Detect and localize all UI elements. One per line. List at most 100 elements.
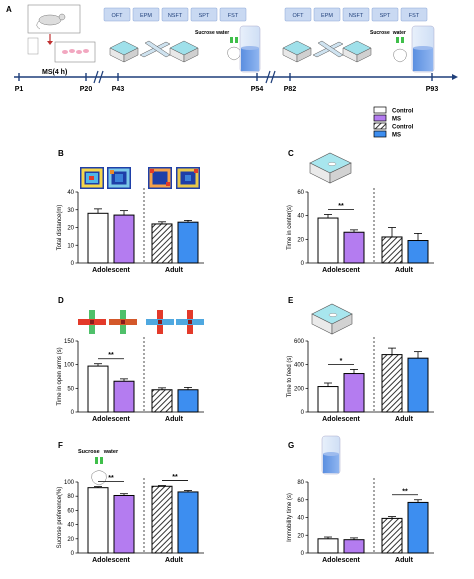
test-box-nsft [342,7,370,22]
test-label-epm: EPM [321,13,333,19]
y-tick-label: 80 [297,480,304,486]
panel-a-letter: A [6,5,12,14]
test-box-spt [190,7,218,22]
bar-adult-ms [177,221,199,264]
y-tick-label: 20 [297,237,304,243]
group-label-adult: Adult [165,416,184,423]
chart-panel-c: C 0 20 40 60 Time in center(s) ** Adolescent Adu… [287,149,434,274]
oft-arena-c-illustration [309,152,352,184]
chart-panel-b: B 0 10 20 30 40 Total distance(m) Adolescent Adu… [57,149,204,274]
y-tick-label: 40 [297,214,304,220]
bar-adolescent-control [317,217,339,264]
ms-label: MS(4 h) [42,69,67,76]
fst-cylinder-g-illustration [321,435,341,475]
bar-adult-ms [177,491,199,554]
group-label-adult: Adult [165,557,184,564]
nsft-arena-illustration [169,40,199,63]
y-axis-label: Sucrose preference(%) [57,487,63,549]
test-label-epm: EPM [140,13,152,19]
y-tick-label: 0 [71,261,75,267]
timeline-point-p43: P43 [112,86,125,93]
legend-label-purple: MS [392,117,401,123]
test-label-fst: FST [228,13,239,19]
group-label-adult: Adult [395,267,414,274]
test-label-fst: FST [409,13,420,19]
panel-letter-d: D [58,296,64,305]
sucrose-water-label-f: Sucrose water [78,449,119,455]
y-tick-label: 150 [64,339,75,345]
y-tick-label: 100 [64,480,75,486]
y-tick-label: 40 [67,190,74,196]
test-label-spt: SPT [199,13,210,19]
y-tick-label: 60 [297,190,304,196]
sucrose-water-label-2: Sucrose water [370,30,406,36]
test-box-nsft [161,7,189,22]
test-box-oft [284,7,312,22]
epm-heatmap-images [78,310,204,334]
y-axis-label: Time in open arms (s) [57,347,63,405]
bar-adult-control [381,236,403,264]
test-box-epm [132,7,160,22]
y-tick-label: 0 [71,410,75,416]
y-tick-label: 30 [67,208,74,214]
bar-charts: B 0 10 20 30 40 Total distance(m) Adolescent Adu… [57,149,434,564]
bar-adolescent-control [87,365,109,413]
test-box-fst [219,7,247,22]
significance-label: ** [402,488,408,495]
y-tick-label: 20 [67,537,74,543]
fst-cylinder-illustration [239,25,261,73]
legend-swatch-blue [373,130,387,138]
legend-swatch-white [373,106,387,114]
test-label-spt: SPT [380,13,391,19]
oft-arena-adult-illustration [282,40,312,63]
y-axis-label: Total distance(m) [57,205,63,251]
bar-adolescent-control [317,386,339,413]
bar-adolescent-ms [113,214,135,264]
nsft-arena-adult-illustration [342,40,372,63]
bar-adolescent-ms [343,539,365,554]
y-tick-label: 0 [71,551,75,557]
y-axis-label: Time in center(s) [287,205,293,250]
y-tick-label: 0 [301,551,305,557]
fst-cylinder-adult-illustration [411,25,435,73]
y-tick-label: 40 [297,516,304,522]
test-box-epm [313,7,341,22]
epm-maze-illustration [139,40,171,58]
timeline: MS(4 h) [14,69,458,84]
legend-label-blue: MS [392,133,401,139]
group-label-adolescent: Adolescent [322,267,360,274]
test-label-oft: OFT [112,13,124,19]
timeline-points: P1 P20 P43 P54 P82 P93 [15,86,439,93]
y-tick-label: 60 [67,508,74,514]
spt-bottles-adult-icon [393,37,407,63]
timeline-point-p54: P54 [251,86,264,93]
oft-heatmap-images [80,167,200,189]
panel-letter-g: G [288,441,294,450]
bar-adolescent-control [87,487,109,554]
bar-adult-control [381,517,403,554]
group-label-adolescent: Adolescent [92,267,130,274]
adult-tests-row: OFT EPM NSFT SPT FST [284,7,428,22]
timeline-point-p93: P93 [426,86,439,93]
legend-swatch-hatched [373,122,387,130]
test-label-nsft: NSFT [349,13,364,19]
bar-adult-control [151,389,173,413]
y-axis-label: Time to feed (s) [287,356,293,398]
group-label-adolescent: Adolescent [92,557,130,564]
chart-panel-g: G 0 20 40 60 80 Immobility time (s) ** Adolescen… [287,441,434,564]
spt-bottles-icon [227,37,241,61]
test-box-oft [103,7,131,22]
legend-swatch-purple [373,114,387,122]
panel-letter-f: F [58,441,63,450]
bar-adolescent-ms [343,231,365,264]
bar-adolescent-ms [343,373,365,413]
y-tick-label: 400 [294,363,305,369]
y-tick-label: 0 [301,410,305,416]
significance-label: ** [172,474,178,481]
group-label-adolescent: Adolescent [322,416,360,423]
group-label-adolescent: Adolescent [322,557,360,564]
timeline-point-p1: P1 [15,86,24,93]
